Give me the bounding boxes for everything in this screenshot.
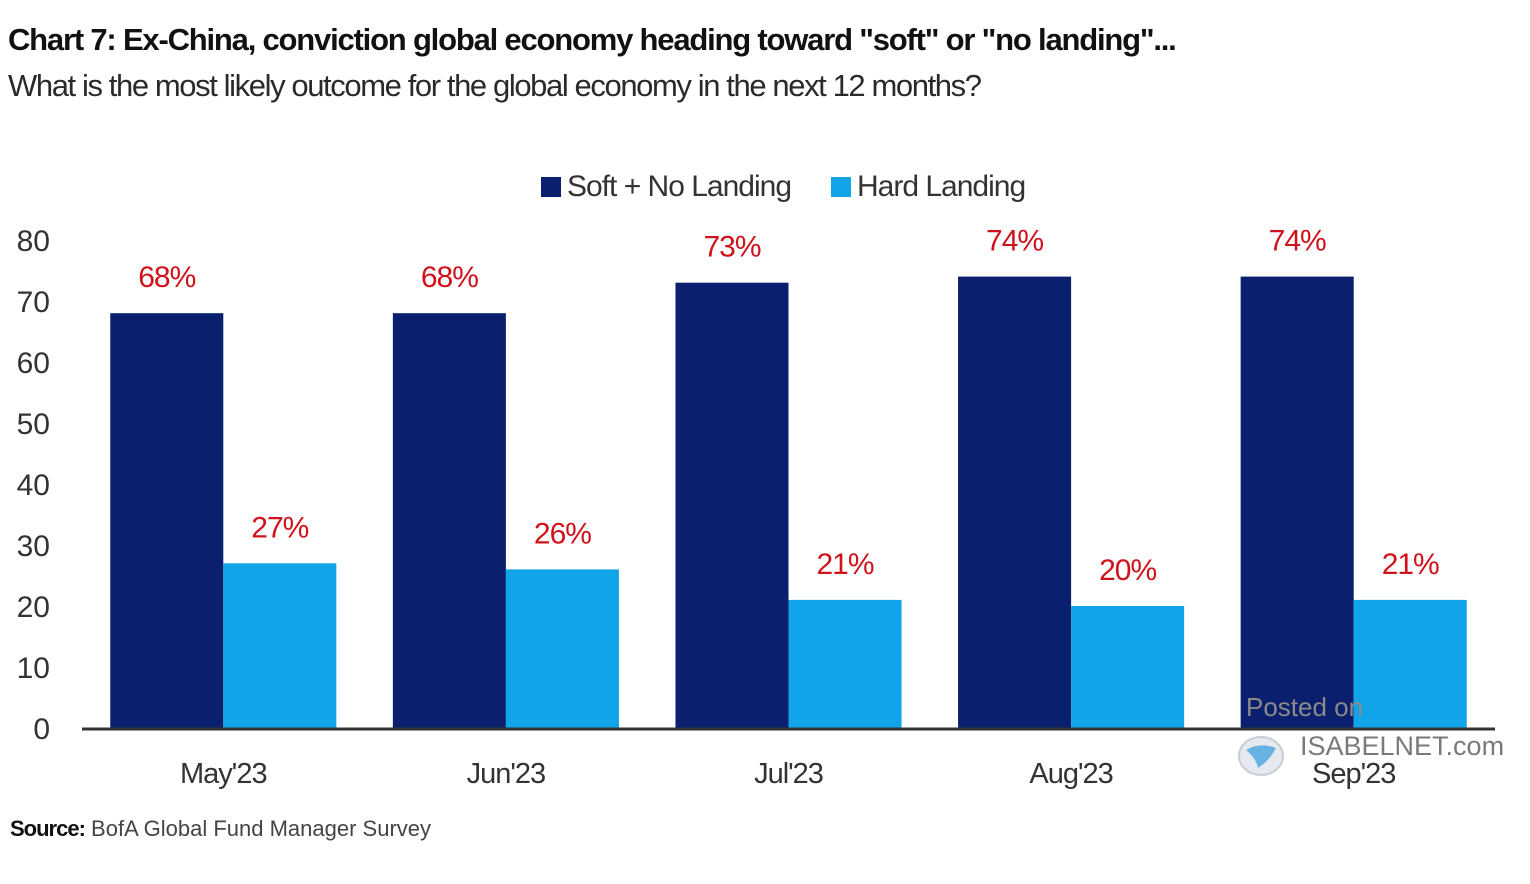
bar-hard-landing <box>1071 606 1185 728</box>
bar-soft-no-landing <box>958 276 1072 728</box>
bar-hard-landing <box>505 569 619 728</box>
source-text: BofA Global Fund Manager Survey <box>91 816 432 841</box>
x-axis-ticks: May'23 Jun'23 Jul'23 Aug'23 Sep'23 <box>180 758 1396 790</box>
data-label-soft-no-landing: 74% <box>1269 225 1326 258</box>
chart-title: Chart 7: Ex-China, conviction global eco… <box>8 22 1177 57</box>
data-labels: 68% 27% 68% 26% 73% 21% 74% 20% 74% 21% <box>138 225 1440 587</box>
y-tick-label: 50 <box>17 408 50 441</box>
bar-soft-no-landing <box>675 282 789 728</box>
y-tick-label: 70 <box>17 286 50 319</box>
legend-swatch-soft-no-landing <box>541 177 561 197</box>
data-label-soft-no-landing: 74% <box>986 225 1043 258</box>
legend-label-hard-landing: Hard Landing <box>857 170 1026 203</box>
data-label-hard-landing: 26% <box>534 517 591 550</box>
bar-soft-no-landing <box>392 313 506 728</box>
y-tick-label: 10 <box>17 652 50 685</box>
data-label-hard-landing: 21% <box>816 548 873 581</box>
y-tick-label: 80 <box>17 225 50 258</box>
legend-item-hard-landing: Hard Landing <box>831 170 1026 204</box>
source-note: Source: BofA Global Fund Manager Survey <box>10 816 431 842</box>
x-tick-label: Aug'23 <box>1029 758 1112 790</box>
bar-soft-no-landing <box>1240 276 1354 728</box>
watermark-posted-on: Posted on <box>1246 692 1364 722</box>
x-tick-label: May'23 <box>180 758 267 790</box>
bar-hard-landing <box>788 599 902 728</box>
bars <box>110 276 1467 728</box>
y-tick-label: 0 <box>33 713 50 746</box>
x-tick-label: Jun'23 <box>467 758 546 790</box>
x-tick-label: Jul'23 <box>754 758 823 790</box>
isabelnet-logo-icon <box>1238 736 1284 776</box>
data-label-soft-no-landing: 68% <box>421 261 478 294</box>
y-tick-label: 30 <box>17 530 50 563</box>
source-label: Source: <box>10 816 86 841</box>
legend: Soft + No Landing Hard Landing <box>541 170 1065 204</box>
watermark-site: ISABELNET.com <box>1300 731 1505 761</box>
data-label-hard-landing: 27% <box>251 511 308 544</box>
y-tick-label: 40 <box>17 469 50 502</box>
data-label-hard-landing: 20% <box>1099 554 1156 587</box>
legend-swatch-hard-landing <box>831 177 852 197</box>
bar-hard-landing <box>1353 599 1467 728</box>
data-label-soft-no-landing: 73% <box>703 231 760 264</box>
chart-subtitle: What is the most likely outcome for the … <box>8 68 982 103</box>
y-tick-label: 20 <box>17 591 50 624</box>
bar-hard-landing <box>223 563 337 728</box>
legend-label-soft-no-landing: Soft + No Landing <box>567 170 792 203</box>
bar-soft-no-landing <box>110 313 224 728</box>
y-tick-label: 60 <box>17 347 50 380</box>
data-label-hard-landing: 21% <box>1382 548 1439 581</box>
x-tick-label: Sep'23 <box>1312 758 1395 790</box>
data-label-soft-no-landing: 68% <box>138 261 195 294</box>
legend-item-soft-no-landing: Soft + No Landing <box>541 170 792 204</box>
y-axis-ticks: 0 10 20 30 40 50 60 70 80 <box>17 225 50 746</box>
